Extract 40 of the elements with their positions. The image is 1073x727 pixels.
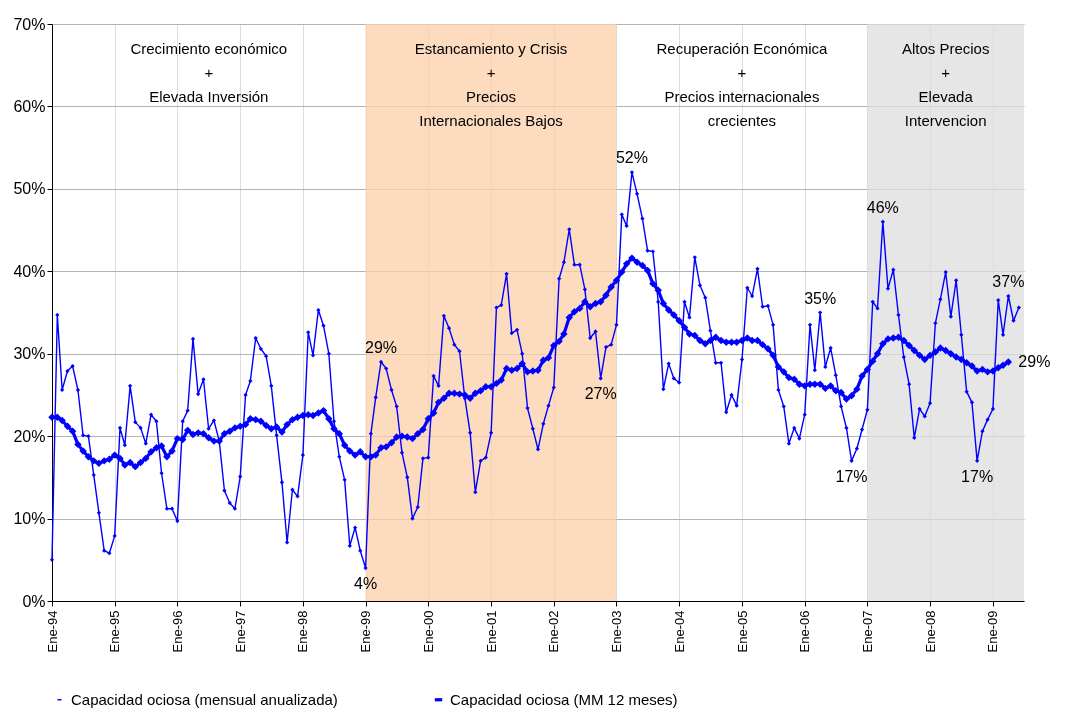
data-label: 29% (365, 338, 398, 356)
y-tick-label: 10% (13, 510, 46, 528)
x-tick-label: Ene-05 (734, 610, 750, 653)
x-tick-label: Ene-94 (44, 610, 60, 653)
x-tick-label: Ene-08 (922, 610, 938, 653)
annotation: Recuperación Económica + Precios internacionales crecientes (656, 40, 829, 129)
x-tick-label: Ene-98 (295, 610, 311, 653)
x-tick-label: Ene-07 (859, 610, 875, 653)
x-tick-label: Ene-00 (420, 610, 436, 653)
x-tick-label: Ene-95 (107, 610, 123, 653)
x-tick-label: Ene-09 (985, 610, 1001, 653)
y-tick-label: 50% (13, 180, 46, 198)
legend-label: Capacidad ociosa (mensual anualizada) (71, 690, 338, 708)
annotation: Crecimiento económico + Elevada Inversión (130, 40, 288, 105)
data-label: 17% (961, 467, 994, 485)
y-tick-label: 20% (13, 427, 46, 445)
y-tick-label: 70% (13, 15, 46, 33)
legend-label: Capacidad ociosa (MM 12 meses) (450, 690, 678, 708)
x-tick-label: Ene-06 (797, 610, 813, 653)
data-label: 35% (804, 289, 837, 307)
data-label: 27% (584, 385, 617, 403)
data-label: 17% (835, 467, 868, 485)
y-tick-label: 60% (13, 97, 46, 115)
x-tick-label: Ene-96 (169, 610, 185, 653)
x-tick-label: Ene-04 (671, 610, 687, 653)
data-label: 52% (615, 149, 648, 167)
x-tick-label: Ene-01 (483, 610, 499, 653)
data-label: 29% (1018, 352, 1051, 370)
x-tick-label: Ene-99 (358, 610, 374, 653)
band-label: Altos Precios + Elevada Intervencion (901, 40, 990, 129)
y-tick-label: 40% (13, 262, 46, 280)
y-tick-label: 30% (13, 345, 46, 363)
x-tick-label: Ene-02 (546, 610, 562, 653)
y-tick-label: 0% (22, 592, 46, 610)
x-tick-label: Ene-03 (608, 610, 624, 653)
x-tick-label: Ene-97 (232, 610, 248, 653)
data-label: 4% (354, 575, 378, 593)
data-label: 46% (866, 198, 899, 216)
data-label: 37% (992, 273, 1025, 291)
band-label: Estancamiento y Crisis + Precios Internacionales Bajos (414, 40, 568, 129)
